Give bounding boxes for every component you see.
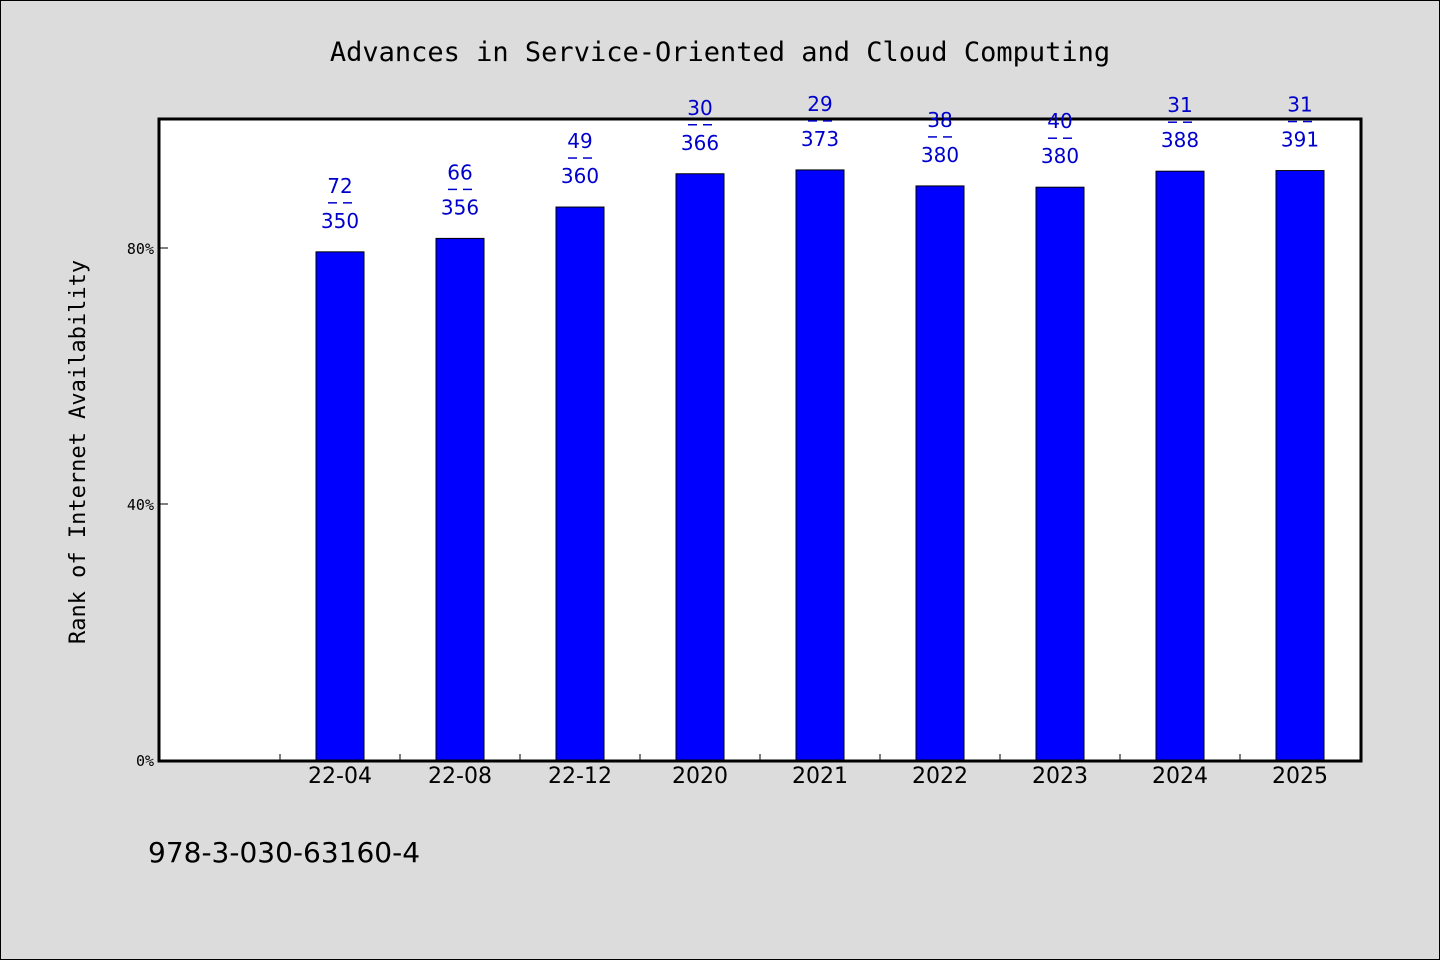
bar-label-top: 66 xyxy=(447,160,472,184)
chart-title: Advances in Service-Oriented and Cloud C… xyxy=(330,37,1110,68)
bar-label-bottom: 366 xyxy=(681,131,719,155)
x-tick-label: 22-08 xyxy=(428,764,492,789)
bar xyxy=(675,173,725,761)
x-axis-ticks: 22-04 22-08 22-12 2020 2021 2022 2023 2024 2025 xyxy=(279,754,1361,789)
bar-data-labels: 72 350 66 356 49 360 30 366 29 373 38 380 40 380 31 388… xyxy=(321,92,1319,233)
bar xyxy=(1155,170,1205,761)
y-tick-label: 80% xyxy=(127,240,154,258)
bar-label-bottom: 380 xyxy=(1041,144,1079,168)
bar-label-top: 30 xyxy=(687,96,712,120)
bar-label-top: 29 xyxy=(807,92,832,116)
bar-label-top: 38 xyxy=(927,108,952,132)
bar xyxy=(1275,170,1325,761)
bar-label-top: 40 xyxy=(1047,109,1072,133)
x-tick-label: 2025 xyxy=(1272,764,1328,789)
bar xyxy=(915,185,965,761)
bar-label-bottom: 350 xyxy=(321,209,359,233)
bar xyxy=(1035,186,1085,761)
x-tick-label: 22-04 xyxy=(308,764,372,789)
bar-label-top: 31 xyxy=(1167,93,1192,117)
isbn-footer: 978-3-030-63160-4 xyxy=(148,836,420,869)
bar-label-bottom: 388 xyxy=(1161,128,1199,152)
y-tick-label: 0% xyxy=(136,752,154,770)
x-tick-label: 22-12 xyxy=(548,764,612,789)
bar-label-bottom: 380 xyxy=(921,143,959,167)
x-tick-label: 2023 xyxy=(1032,764,1088,789)
bar-label-bottom: 356 xyxy=(441,195,479,219)
x-tick-label: 2024 xyxy=(1152,764,1208,789)
y-axis-label: Rank of Internet Availability xyxy=(66,260,91,644)
bar-label-bottom: 373 xyxy=(801,127,839,151)
x-tick-label: 2022 xyxy=(912,764,968,789)
x-tick-label: 2020 xyxy=(672,764,728,789)
y-tick-label: 40% xyxy=(127,496,154,514)
bar xyxy=(555,206,605,761)
bar-label-bottom: 391 xyxy=(1281,128,1319,152)
bar-label-top: 72 xyxy=(327,174,352,198)
x-tick-label: 2021 xyxy=(792,764,848,789)
bar-label-top: 49 xyxy=(567,129,592,153)
bar xyxy=(315,251,365,761)
bars xyxy=(315,169,1325,761)
bar xyxy=(435,237,485,761)
bar-label-top: 31 xyxy=(1287,93,1312,117)
bar-label-bottom: 360 xyxy=(561,164,599,188)
bar xyxy=(795,169,845,761)
y-axis-ticks: 0% 40% 80% xyxy=(127,240,168,770)
